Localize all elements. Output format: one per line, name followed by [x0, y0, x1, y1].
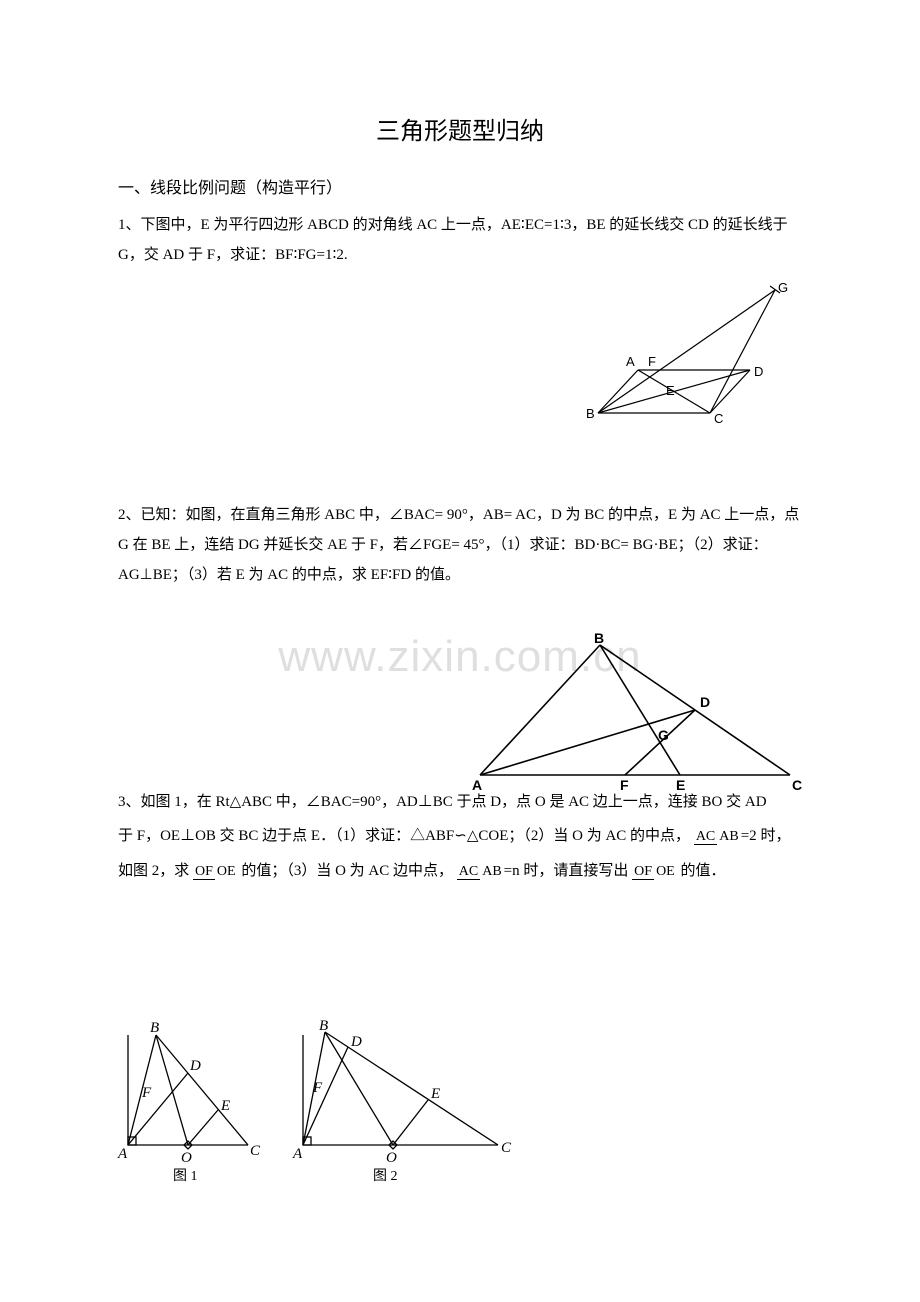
eqn: =n	[504, 863, 520, 879]
page-title: 三角形题型归纳	[118, 110, 802, 156]
label-F: F	[648, 354, 656, 369]
f3b-O: O	[386, 1150, 397, 1166]
label2-A: A	[472, 777, 482, 793]
f3b-C: C	[501, 1140, 512, 1156]
p3-line3d: 的值．	[680, 863, 725, 879]
figure-3: A B C D E F O 图 1 A B C D E F O 图 2	[118, 1020, 518, 1190]
label2-B: B	[594, 630, 604, 646]
f3a-B: B	[150, 1020, 159, 1036]
label-C: C	[714, 411, 723, 426]
f3a-E: E	[220, 1098, 230, 1114]
label-E: E	[666, 383, 675, 398]
f3b-B: B	[319, 1018, 328, 1034]
f3a-C: C	[250, 1143, 261, 1159]
caption-fig1: 图 1	[173, 1169, 198, 1184]
f3a-D: D	[189, 1058, 201, 1074]
p3-line3a: 如图 2，求	[118, 863, 189, 879]
problem-1: 1、下图中，E 为平行四边形 ABCD 的对角线 AC 上一点，AE∶EC=1∶…	[118, 210, 802, 270]
label-G: G	[778, 280, 788, 295]
frac-of-oe-1: OFOE	[193, 864, 238, 879]
f3a-O: O	[181, 1150, 192, 1166]
f3b-D: D	[350, 1034, 362, 1050]
p3-line2b: 时，	[760, 828, 790, 844]
section-heading-1: 一、线段比例问题（构造平行）	[118, 174, 802, 204]
figure-1: B C D A F E G	[580, 278, 790, 438]
frac-of-oe-2: OFOE	[632, 864, 677, 879]
problem-3: 3、如图 1，在 Rt△ABC 中，∠BAC=90°，AD⊥BC 于点 D，点 …	[118, 785, 802, 889]
caption-fig2: 图 2	[373, 1169, 398, 1184]
label-B: B	[586, 406, 595, 421]
problem-2: 2、已知：如图，在直角三角形 ABC 中，∠BAC= 90°，AB= AC，D …	[118, 500, 802, 590]
label2-E: E	[676, 777, 685, 793]
f3b-F: F	[312, 1080, 323, 1096]
label2-D: D	[700, 694, 710, 710]
label-A: A	[626, 354, 635, 369]
f3a-F: F	[141, 1085, 152, 1101]
label2-G: G	[658, 727, 669, 743]
f3a-A: A	[117, 1146, 128, 1162]
f3b-A: A	[292, 1146, 303, 1162]
label2-C: C	[792, 777, 802, 793]
p3-line2a: 于 F，OE⊥OB 交 BC 边于点 E．（1）求证：△ABF∽△COE；（2）…	[118, 828, 690, 844]
frac-ac-ab-1: ACAB	[694, 829, 741, 844]
label2-F: F	[620, 777, 629, 793]
frac-ac-ab-2: ACAB	[457, 864, 504, 879]
eq2: =2	[741, 828, 757, 844]
p3-line1: 3、如图 1，在 Rt△ABC 中，∠BAC=90°，AD⊥BC 于点 D，点 …	[118, 794, 767, 810]
figure-2: A B C D E F G	[470, 635, 810, 795]
f3b-E: E	[430, 1086, 440, 1102]
p3-line3b: 的值；（3）当 O 为 AC 边中点，	[241, 863, 453, 879]
label-D: D	[754, 364, 763, 379]
p3-line3c: 时，请直接写出	[523, 863, 628, 879]
